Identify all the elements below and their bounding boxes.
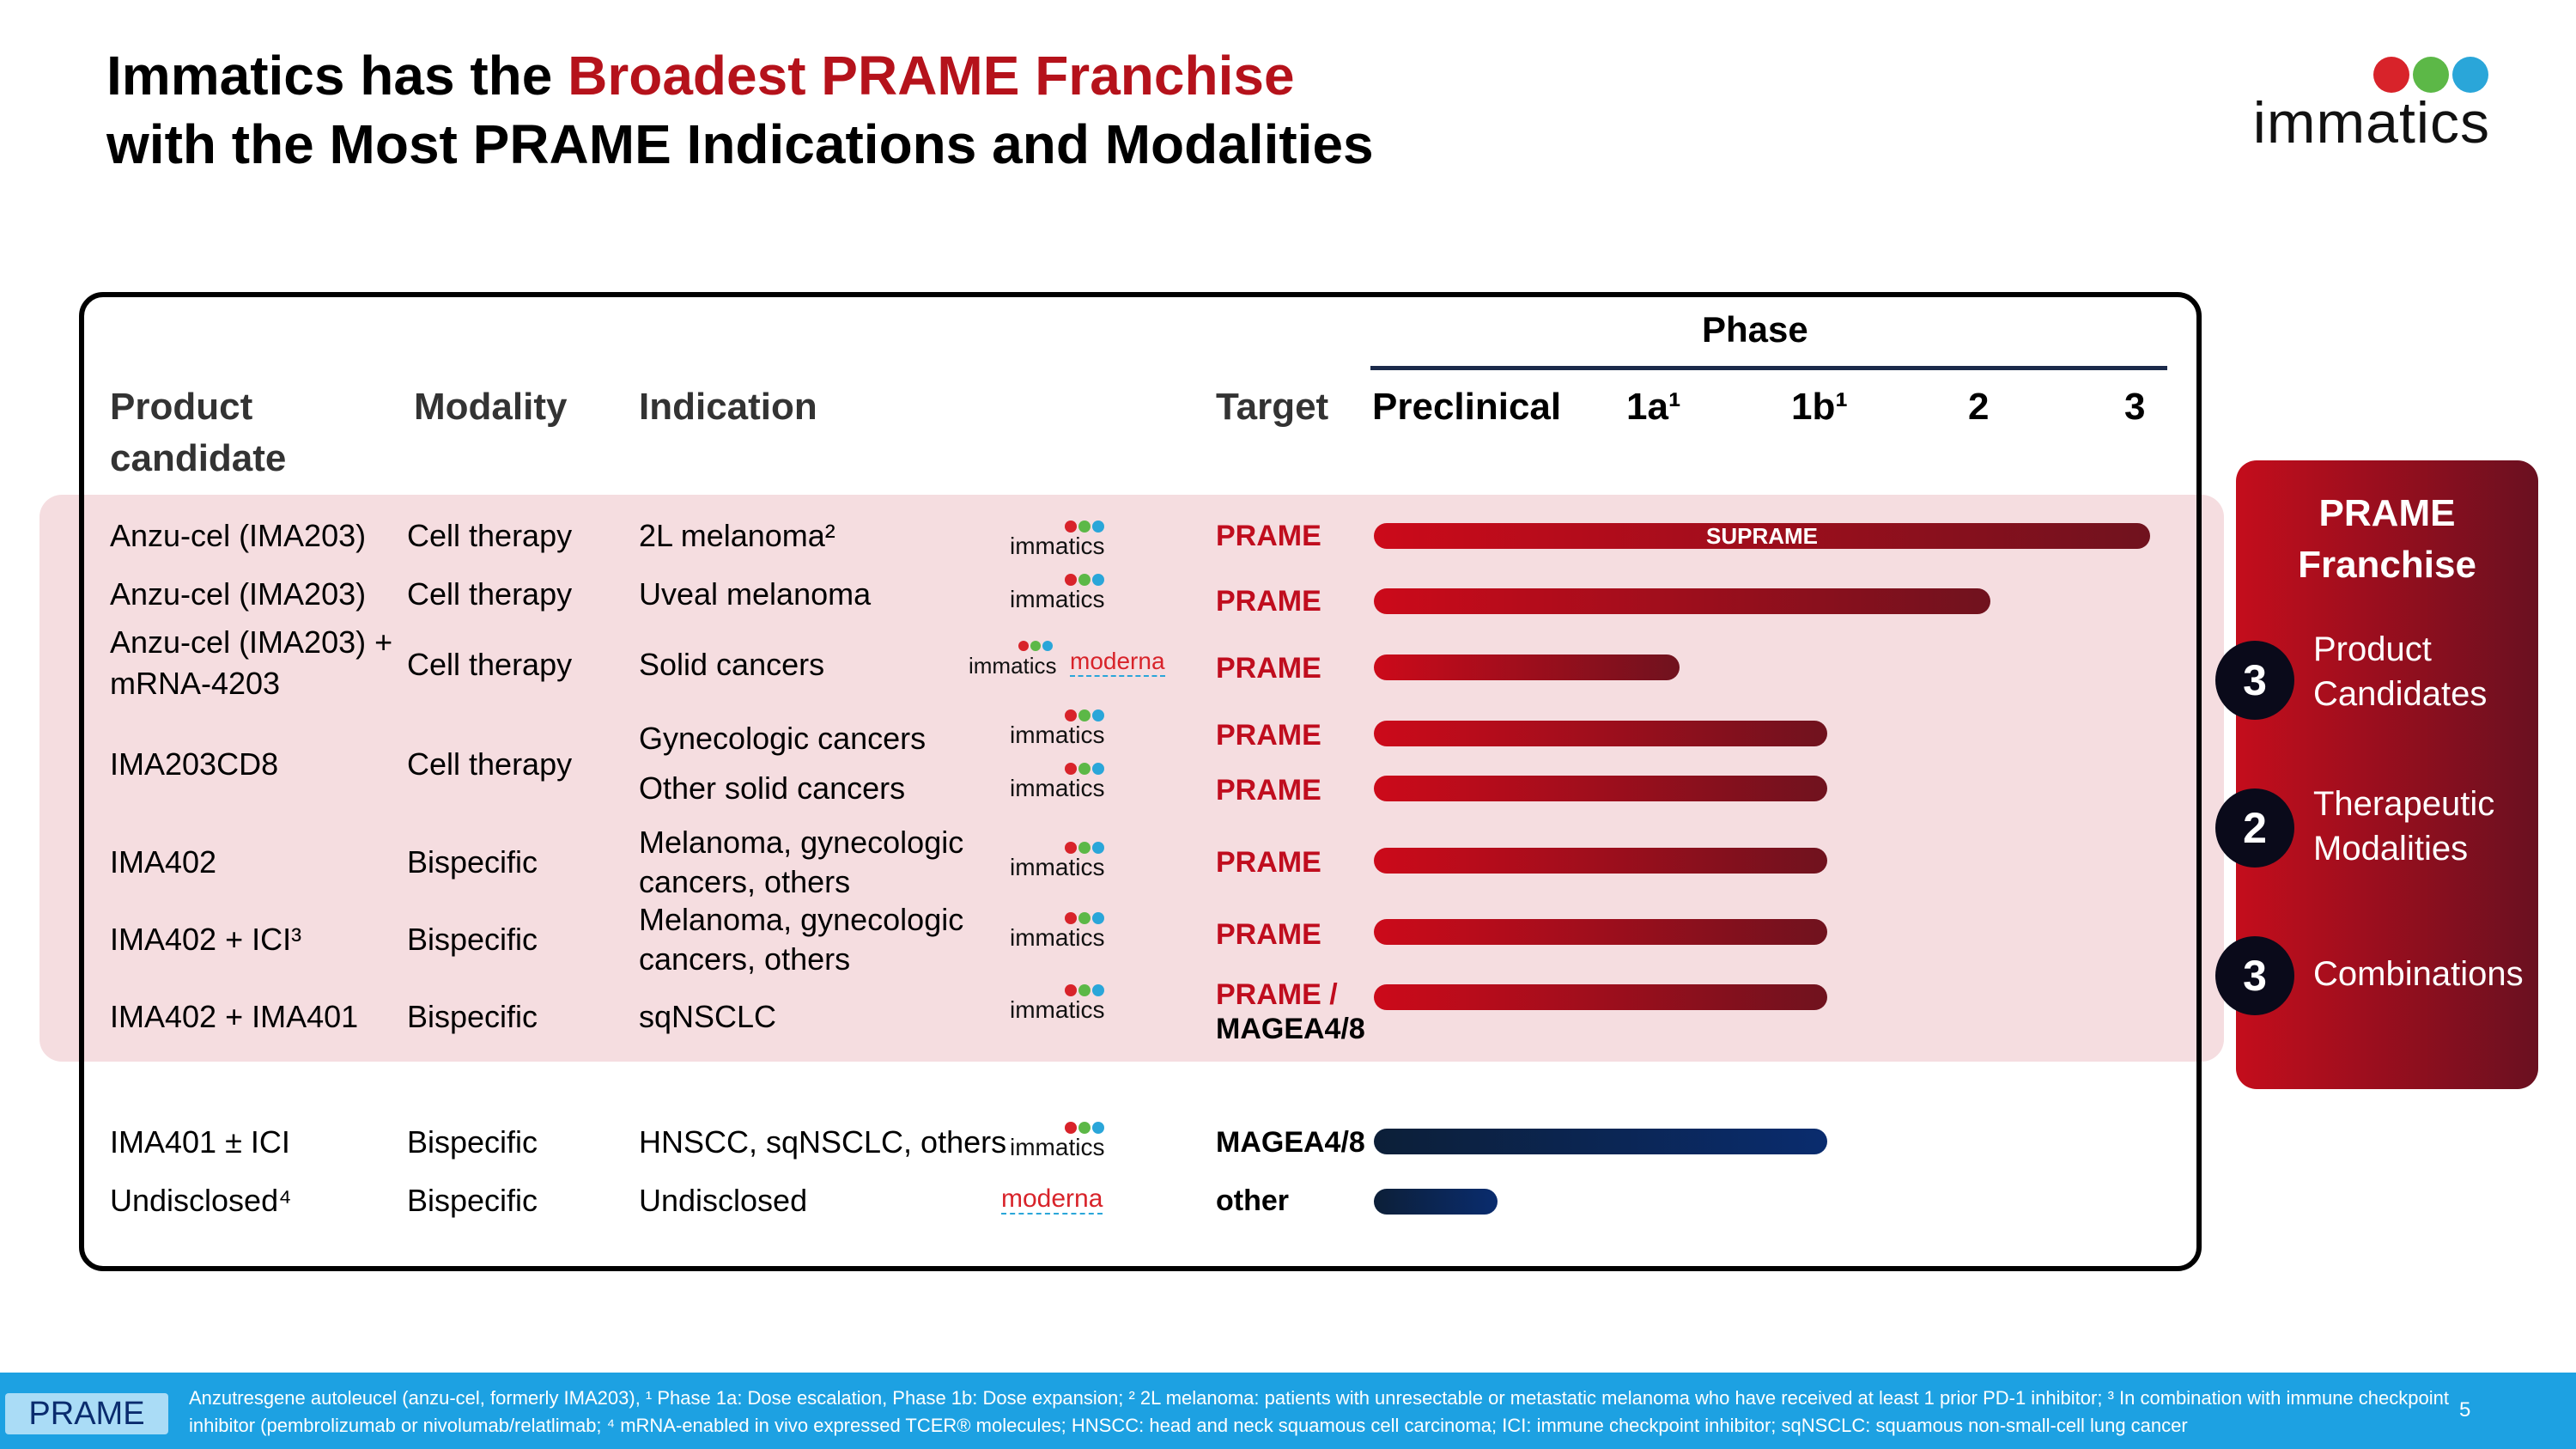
row3-product: IMA203CD8: [110, 746, 279, 782]
row6-phase-bar: [1374, 919, 1827, 945]
row8-modality: Bispecific: [407, 1124, 538, 1160]
row5-modality: Bispecific: [407, 844, 538, 880]
phase-underline: [1370, 366, 2167, 370]
franchise-label-combinations: Combinations: [2313, 955, 2524, 993]
row2-indication: Solid cancers: [639, 647, 825, 682]
title-highlight: Broadest PRAME Franchise: [568, 45, 1295, 107]
footer-bar: [0, 1373, 2576, 1449]
immatics-logo: immatics: [2224, 52, 2499, 155]
row4-target: PRAME: [1216, 774, 1321, 807]
row2-immatics-word: immatics: [969, 653, 1057, 679]
franchise-label-candidates: Product Candidates: [2313, 630, 2488, 713]
row6-immatics-logo: immatics: [1010, 912, 1130, 952]
row6-target: PRAME: [1216, 918, 1321, 951]
logo-red-dot: [2373, 57, 2409, 93]
row2-modality: Cell therapy: [407, 647, 573, 682]
header-modality: Modality: [414, 386, 568, 428]
row7-modality: Bispecific: [407, 999, 538, 1034]
row2-partner-logos: immatics moderna: [969, 641, 1175, 680]
logo-green-dot: [2413, 57, 2449, 93]
row2-product: Anzu-cel (IMA203) + mRNA-4203: [110, 624, 393, 701]
row0-product: Anzu-cel (IMA203): [110, 518, 367, 553]
row3-immatics-logo: immatics: [1010, 709, 1130, 749]
title-line1-pre: Immatics has the: [106, 45, 568, 107]
row8-immatics-logo: immatics: [1010, 1122, 1130, 1161]
row9-modality: Bispecific: [407, 1183, 538, 1218]
franchise-title: PRAME Franchise: [2298, 492, 2476, 586]
row7-phase-bar: [1374, 984, 1827, 1010]
header-preclinical: Preclinical: [1372, 386, 1562, 428]
row5-product: IMA402: [110, 844, 217, 880]
row0-modality: Cell therapy: [407, 518, 573, 553]
header-phase-2: 2: [1968, 386, 1990, 428]
footnote: Anzutresgene autoleucel (anzu-cel, forme…: [189, 1387, 2449, 1436]
franchise-count-modalities: 2: [2215, 788, 2294, 868]
row3-phase-bar: [1374, 721, 1827, 746]
row7-indication: sqNSCLC: [639, 999, 777, 1034]
row3-indication: Gynecologic cancers: [639, 721, 927, 756]
row2-phase-bar: [1374, 654, 1680, 680]
row5-target: PRAME: [1216, 846, 1321, 879]
row1-product: Anzu-cel (IMA203): [110, 576, 367, 612]
row9-product: Undisclosed⁴: [110, 1183, 292, 1218]
row4-phase-bar: [1374, 776, 1827, 801]
franchise-count-candidates: 3: [2215, 641, 2294, 720]
row8-product: IMA401 ± ICI: [110, 1124, 290, 1160]
row0-indication: 2L melanoma²: [639, 518, 835, 553]
row0-immatics-logo: immatics: [1010, 521, 1130, 560]
header-product: Product candidate: [110, 386, 287, 479]
footer-section-tag: PRAME: [5, 1393, 168, 1434]
row1-target: PRAME: [1216, 585, 1321, 618]
row9-phase-bar: [1374, 1189, 1498, 1215]
logo-blue-dot: [2452, 57, 2488, 93]
row9-indication: Undisclosed: [639, 1183, 808, 1218]
header-phase: Phase: [1702, 309, 1808, 350]
franchise-count-combinations: 3: [2215, 936, 2294, 1015]
page-number: 5: [2459, 1398, 2471, 1422]
row4-immatics-logo: immatics: [1010, 763, 1130, 802]
row1-immatics-logo: immatics: [1010, 574, 1130, 613]
row1-modality: Cell therapy: [407, 576, 573, 612]
row3-modality: Cell therapy: [407, 746, 573, 782]
row3-target: PRAME: [1216, 719, 1321, 752]
row9-moderna-logo: moderna: [1001, 1184, 1103, 1215]
header-phase-1b: 1b¹: [1791, 386, 1848, 428]
row6-modality: Bispecific: [407, 922, 538, 957]
row2-moderna-logo: moderna: [1070, 648, 1165, 677]
row9-target: other: [1216, 1184, 1289, 1217]
slide-title: Immatics has the Broadest PRAME Franchis…: [106, 41, 1374, 179]
header-phase-1a: 1a¹: [1626, 386, 1681, 428]
row5-immatics-logo: immatics: [1010, 842, 1130, 881]
title-line2: with the Most PRAME Indications and Moda…: [106, 113, 1374, 175]
row1-indication: Uveal melanoma: [639, 576, 872, 612]
row4-indication: Other solid cancers: [639, 770, 906, 806]
row7-target: PRAME / MAGEA4/8: [1216, 978, 1365, 1045]
row2-target: PRAME: [1216, 652, 1321, 685]
row5-indication: Melanoma, gynecologic cancers, others: [639, 825, 964, 899]
row1-phase-bar: [1374, 588, 1990, 614]
row0-phase-bar: SUPRAME: [1374, 523, 2150, 549]
header-target: Target: [1216, 386, 1329, 428]
row7-immatics-logo: immatics: [1010, 984, 1130, 1024]
row7-product: IMA402 + IMA401: [110, 999, 359, 1034]
row8-target: MAGEA4/8: [1216, 1126, 1365, 1159]
franchise-label-modalities: Therapeutic Modalities: [2313, 785, 2495, 868]
row8-phase-bar: [1374, 1129, 1827, 1154]
header-phase-3: 3: [2124, 386, 2146, 428]
row0-target: PRAME: [1216, 520, 1321, 552]
pipeline-table-frame: [79, 292, 2202, 1271]
header-indication: Indication: [639, 386, 817, 428]
row0-bar-label: SUPRAME: [1705, 523, 1818, 549]
row6-indication: Melanoma, gynecologic cancers, others: [639, 902, 964, 977]
logo-wordmark: immatics: [2252, 90, 2490, 155]
row5-phase-bar: [1374, 848, 1827, 874]
row8-indication: HNSCC, sqNSCLC, others: [639, 1124, 1007, 1160]
row6-product: IMA402 + ICI³: [110, 922, 302, 957]
